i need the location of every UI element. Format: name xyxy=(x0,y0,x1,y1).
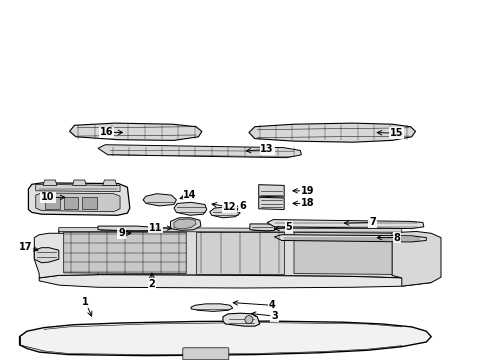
Text: 8: 8 xyxy=(393,233,400,243)
Polygon shape xyxy=(210,207,240,218)
Text: 15: 15 xyxy=(390,128,404,138)
Polygon shape xyxy=(20,321,431,356)
Polygon shape xyxy=(39,275,431,288)
Polygon shape xyxy=(73,180,86,185)
Polygon shape xyxy=(59,228,402,232)
Polygon shape xyxy=(36,193,120,212)
Text: 18: 18 xyxy=(301,198,315,208)
Text: 11: 11 xyxy=(149,222,163,233)
Text: 9: 9 xyxy=(118,228,125,238)
Polygon shape xyxy=(45,197,60,209)
Polygon shape xyxy=(82,197,97,209)
Text: 19: 19 xyxy=(301,186,315,196)
Text: 1: 1 xyxy=(82,297,89,307)
Polygon shape xyxy=(98,226,157,231)
Polygon shape xyxy=(34,248,59,263)
Polygon shape xyxy=(64,197,78,209)
Text: 6: 6 xyxy=(239,201,246,211)
Text: 17: 17 xyxy=(19,242,32,252)
Polygon shape xyxy=(267,220,424,229)
Polygon shape xyxy=(223,313,260,326)
Polygon shape xyxy=(250,224,274,231)
Text: 7: 7 xyxy=(369,217,376,228)
FancyBboxPatch shape xyxy=(183,348,229,360)
Text: 12: 12 xyxy=(222,202,236,212)
Polygon shape xyxy=(171,218,201,230)
Text: 16: 16 xyxy=(100,127,114,138)
Text: 2: 2 xyxy=(148,279,155,289)
Polygon shape xyxy=(294,232,392,274)
Polygon shape xyxy=(143,194,176,206)
Text: 14: 14 xyxy=(183,190,197,200)
Polygon shape xyxy=(64,232,186,274)
Polygon shape xyxy=(259,197,284,210)
Text: 4: 4 xyxy=(269,300,275,310)
Polygon shape xyxy=(28,183,130,215)
Text: 13: 13 xyxy=(260,144,274,154)
Text: 5: 5 xyxy=(286,222,293,232)
Polygon shape xyxy=(196,232,284,274)
Polygon shape xyxy=(59,229,402,278)
Polygon shape xyxy=(174,202,207,215)
Polygon shape xyxy=(98,145,301,158)
Circle shape xyxy=(245,316,253,324)
Polygon shape xyxy=(103,180,117,185)
Polygon shape xyxy=(392,231,441,286)
Polygon shape xyxy=(70,123,202,140)
Text: 3: 3 xyxy=(271,311,278,321)
Polygon shape xyxy=(36,184,120,192)
Polygon shape xyxy=(259,185,284,197)
Polygon shape xyxy=(249,123,416,142)
Polygon shape xyxy=(191,304,233,311)
Polygon shape xyxy=(43,180,57,185)
Polygon shape xyxy=(34,233,98,278)
Polygon shape xyxy=(274,235,426,242)
Text: 10: 10 xyxy=(41,192,55,202)
Polygon shape xyxy=(174,219,196,229)
